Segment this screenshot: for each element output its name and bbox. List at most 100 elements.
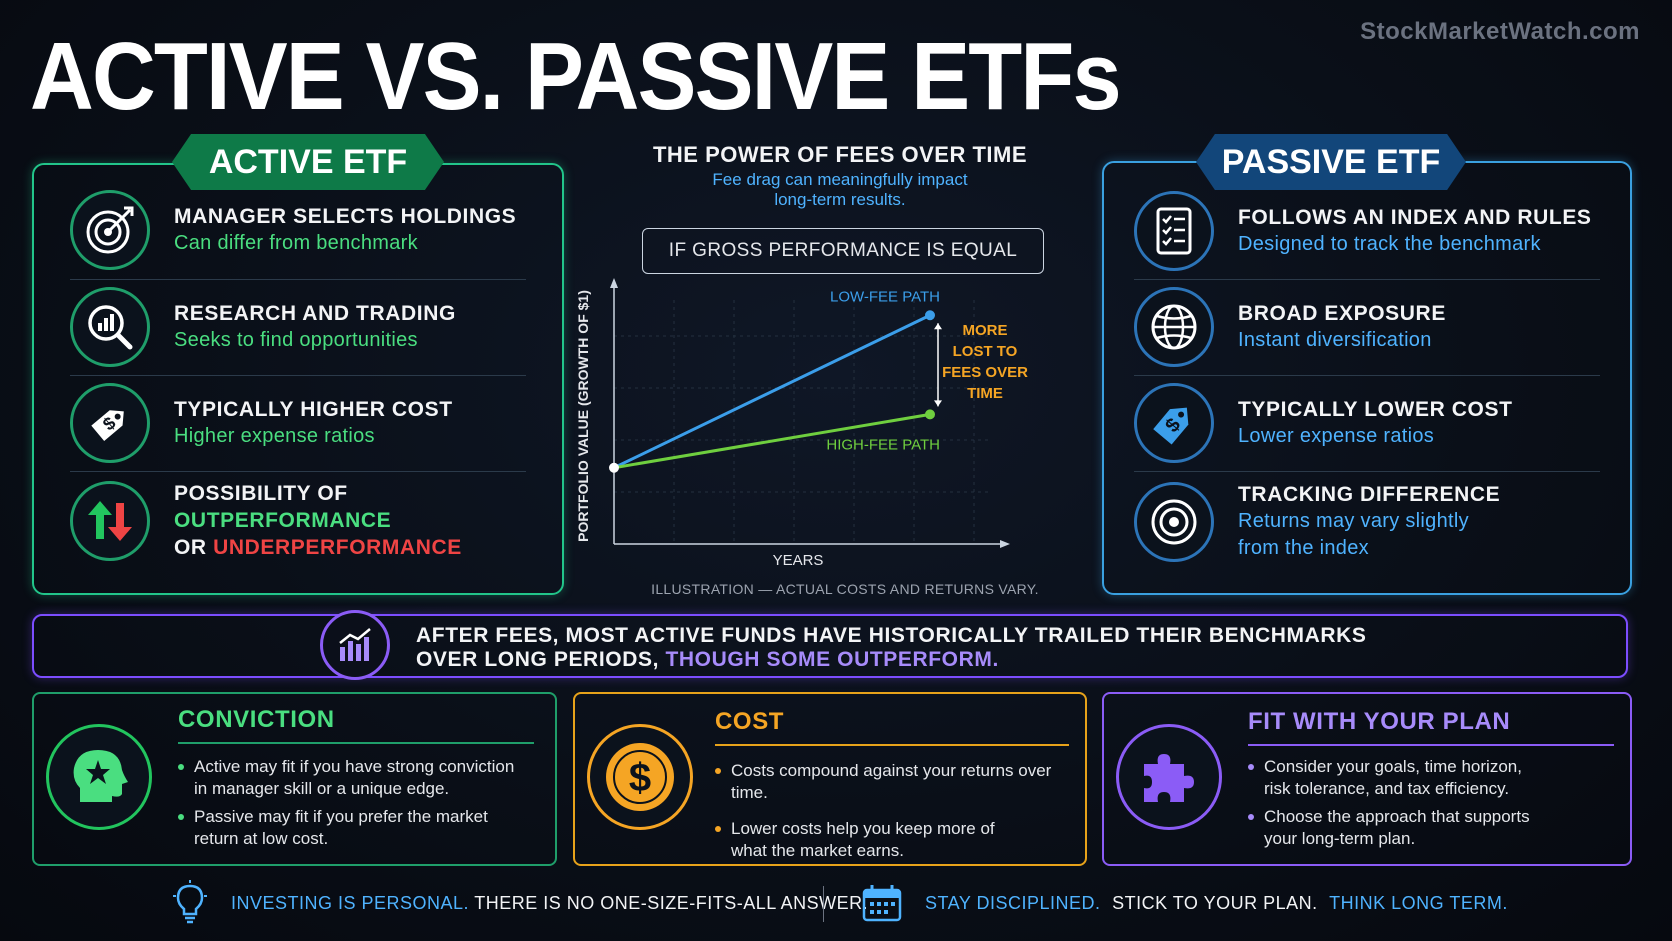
divider — [1134, 375, 1600, 376]
footer-right-highlight-a: STAY DISCIPLINED. — [925, 893, 1101, 913]
passive-item-exposure: BROAD EXPOSURE Instant diversification — [1134, 287, 1446, 367]
bullet-item: Lower costs help you keep more of what th… — [715, 818, 1085, 862]
divider — [1134, 471, 1600, 472]
key-takeaway-banner — [32, 614, 1628, 678]
item-subtitle: Designed to track the benchmark — [1238, 233, 1541, 255]
x-axis-arrow — [1000, 540, 1010, 548]
y-axis-arrow — [610, 278, 618, 288]
calendar-icon — [862, 884, 902, 926]
underperformance-label: UNDERPERFORMANCE — [213, 536, 462, 559]
passive-etf-tab: PASSIVE ETF — [1196, 134, 1466, 190]
bullseye-icon — [1134, 481, 1214, 562]
item-subtitle: Instant diversification — [1238, 329, 1432, 351]
item-subtitle-line1: Returns may vary slightly — [1238, 510, 1469, 532]
active-item-cost: $ TYPICALLY HIGHER COST Higher expense r… — [70, 383, 453, 463]
conviction-card: CONVICTION Active may fit if you have st… — [32, 692, 557, 866]
or-label: OR — [174, 536, 207, 559]
globe-icon — [1134, 287, 1214, 367]
chart-section-subtitle: Fee drag can meaningfully impact long-te… — [680, 170, 1000, 210]
fee-gap-arrowhead — [934, 400, 942, 407]
card-rule — [715, 744, 1069, 746]
chart-grid — [614, 300, 990, 544]
x-axis-label: YEARS — [773, 552, 824, 569]
item-subtitle: Seeks to find opportunities — [174, 329, 418, 351]
footer-left-rest: THERE IS NO ONE-SIZE-FITS-ALL ANSWER. — [474, 893, 869, 913]
site-watermark: StockMarketWatch.com — [1360, 18, 1640, 45]
series-label: LOW-FEE PATH — [830, 288, 940, 305]
card-bullets: Costs compound against your returns over… — [715, 760, 1085, 862]
item-title: TRACKING DIFFERENCE — [1238, 483, 1501, 506]
fee-gap-arrowhead — [934, 323, 942, 330]
start-point — [609, 462, 619, 473]
checklist-icon — [1134, 191, 1214, 271]
bullet-item: Active may fit if you have strong convic… — [178, 756, 514, 800]
item-title: FOLLOWS AN INDEX AND RULES — [1238, 206, 1592, 229]
card-rule — [1248, 744, 1614, 746]
magnifier-chart-icon — [70, 287, 150, 367]
item-title: MANAGER SELECTS HOLDINGS — [174, 205, 517, 228]
dollar-coin-icon: $ — [587, 724, 693, 830]
subtitle-line2: long-term results. — [774, 190, 906, 209]
footer-right-middle: STICK TO YOUR PLAN. — [1112, 893, 1318, 913]
card-rule — [178, 742, 534, 744]
item-subtitle: Lower expense ratios — [1238, 425, 1435, 447]
passive-item-cost: $ TYPICALLY LOWER COST Lower expense rat… — [1134, 383, 1513, 463]
item-title: TYPICALLY HIGHER COST — [174, 398, 453, 421]
series-line-high-fee — [613, 412, 931, 470]
banner-line2-a: OVER LONG PERIODS, — [416, 648, 659, 671]
svg-text:$: $ — [629, 756, 651, 800]
y-axis-label: PORTFOLIO VALUE (GROWTH OF $1) — [575, 290, 591, 542]
item-subtitle: Can differ from benchmark — [174, 232, 418, 254]
bullet-item: Consider your goals, time horizon, risk t… — [1248, 756, 1530, 800]
subtitle-line1: Fee drag can meaningfully impact — [712, 170, 968, 189]
card-bullets: Consider your goals, time horizon, risk t… — [1248, 756, 1530, 850]
bullet-item: Passive may fit if you prefer the market… — [178, 806, 514, 850]
footer-right: STAY DISCIPLINED. STICK TO YOUR PLAN. TH… — [925, 893, 1508, 914]
chart-disclaimer: ILLUSTRATION — ACTUAL COSTS AND RETURNS … — [651, 581, 1039, 597]
cost-card: $ COST Costs compound against your retur… — [573, 692, 1087, 866]
price-tag-icon: $ — [70, 383, 150, 463]
fee-annotation-line: MORE — [963, 322, 1008, 339]
item-subtitle-line2: from the index — [1238, 537, 1369, 559]
banner-text: AFTER FEES, MOST ACTIVE FUNDS HAVE HISTO… — [416, 624, 1367, 672]
item-title: RESEARCH AND TRADING — [174, 302, 456, 325]
footer-right-highlight-c: THINK LONG TERM. — [1329, 893, 1508, 913]
active-item-performance: POSSIBILITY OF OUTPERFORMANCE OR UNDERPE… — [70, 480, 462, 561]
fit-card: FIT WITH YOUR PLAN Consider your goals, … — [1102, 692, 1632, 866]
fee-annotation-line: FEES OVER — [942, 364, 1028, 381]
bullet-item: Costs compound against your returns over… — [715, 760, 1085, 804]
active-item-research: RESEARCH AND TRADING Seeks to find oppor… — [70, 287, 456, 367]
outperformance-label: OUTPERFORMANCE — [174, 509, 392, 532]
divider — [70, 279, 526, 280]
series-endpoint — [925, 310, 935, 321]
active-etf-tab: ACTIVE ETF — [172, 134, 444, 190]
chart-section-title: THE POWER OF FEES OVER TIME — [652, 142, 1028, 167]
divider — [70, 471, 526, 472]
divider — [1134, 279, 1600, 280]
passive-item-tracking: TRACKING DIFFERENCE Returns may vary sli… — [1134, 481, 1500, 562]
item-title-line1: POSSIBILITY OF — [174, 482, 348, 505]
item-title: BROAD EXPOSURE — [1238, 302, 1446, 325]
item-title: TYPICALLY LOWER COST — [1238, 398, 1513, 421]
bar-chart-icon — [320, 610, 390, 680]
card-title: COST — [715, 708, 785, 735]
active-item-manager: MANAGER SELECTS HOLDINGS Can differ from… — [70, 190, 516, 270]
up-down-arrows-icon — [70, 480, 150, 561]
bullet-item: Choose the approach that supports your lo… — [1248, 806, 1530, 850]
fee-annotation-line: LOST TO — [953, 343, 1018, 360]
banner-line2-b: THOUGH SOME OUTPERFORM. — [665, 648, 999, 671]
series-line-low-fee — [613, 313, 931, 470]
target-icon — [70, 190, 150, 270]
lightbulb-icon — [170, 880, 210, 928]
passive-item-index: FOLLOWS AN INDEX AND RULES Designed to t… — [1134, 191, 1592, 271]
item-subtitle: Higher expense ratios — [174, 425, 375, 447]
series-label: HIGH-FEE PATH — [826, 436, 940, 453]
footer-divider — [823, 886, 824, 922]
banner-line1: AFTER FEES, MOST ACTIVE FUNDS HAVE HISTO… — [416, 624, 1367, 647]
card-title: FIT WITH YOUR PLAN — [1248, 708, 1511, 735]
puzzle-piece-icon — [1116, 724, 1222, 830]
card-bullets: Active may fit if you have strong convic… — [178, 756, 514, 850]
card-title: CONVICTION — [178, 706, 335, 733]
price-tag-icon: $ — [1134, 383, 1214, 463]
divider — [70, 375, 526, 376]
